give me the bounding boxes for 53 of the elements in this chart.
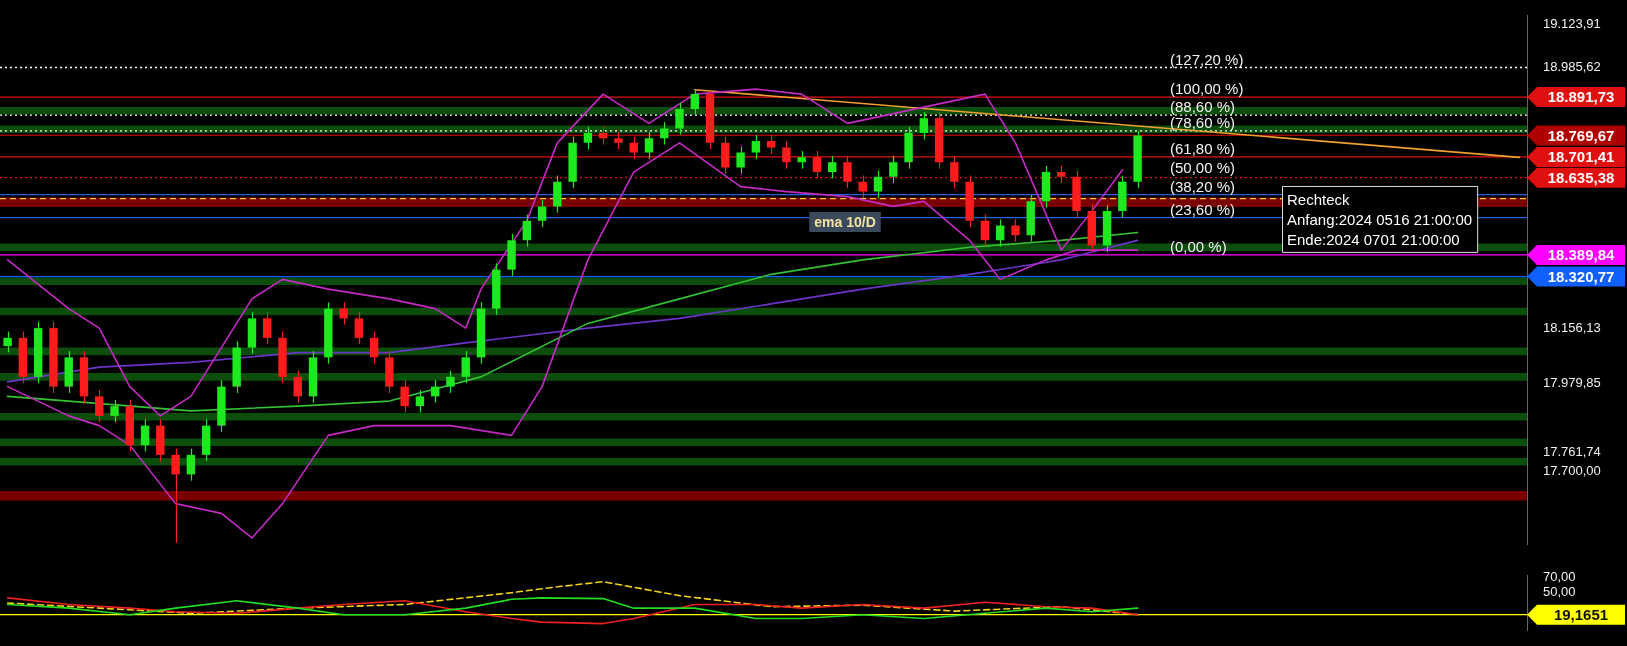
candlestick bbox=[843, 155, 852, 189]
y-tick-label: 19.123,91 bbox=[1543, 15, 1601, 31]
candlestick bbox=[782, 140, 791, 170]
candlestick bbox=[217, 379, 226, 433]
candlestick bbox=[507, 233, 516, 277]
candlestick bbox=[950, 155, 959, 189]
candlestick bbox=[49, 321, 58, 394]
annotation: (0,00 %) bbox=[1170, 237, 1227, 255]
annotation: (23,60 %) bbox=[1170, 200, 1236, 218]
y-tick-label: 17.761,74 bbox=[1543, 444, 1601, 460]
y-tick-label: 18.985,62 bbox=[1543, 59, 1601, 75]
y-tick-label: 17.979,85 bbox=[1543, 375, 1601, 391]
annotation: (61,80 %) bbox=[1170, 139, 1236, 157]
candlestick bbox=[904, 126, 913, 170]
y-tick-label: 50,00 bbox=[1543, 583, 1576, 599]
ref-line-label: 18.320,77 bbox=[1547, 267, 1615, 285]
candlestick bbox=[232, 340, 241, 394]
annotation: Ende:2024 0701 21:00:00 bbox=[1287, 230, 1460, 248]
candlestick bbox=[278, 330, 287, 384]
candlestick bbox=[385, 350, 394, 394]
y-tick-label: 18.156,13 bbox=[1543, 319, 1601, 335]
candlestick bbox=[568, 135, 577, 189]
candlestick bbox=[400, 379, 409, 414]
annotation: ema 10/D bbox=[814, 213, 876, 230]
candlestick bbox=[553, 174, 562, 214]
ref-line-label: 19,1651 bbox=[1553, 605, 1609, 623]
annotation: (50,00 %) bbox=[1170, 158, 1236, 176]
annotation: (100,00 %) bbox=[1170, 80, 1244, 98]
y-tick-label: 17.700,00 bbox=[1543, 463, 1601, 479]
candlestick bbox=[1072, 169, 1081, 219]
candlestick bbox=[675, 102, 684, 136]
candlestick bbox=[3, 330, 12, 353]
ref-line-label: 18.389,84 bbox=[1547, 246, 1616, 264]
candlestick bbox=[965, 174, 974, 228]
annotation: Rechteck bbox=[1287, 190, 1351, 208]
candlestick bbox=[110, 399, 119, 423]
annotation: (127,20 %) bbox=[1170, 50, 1244, 68]
annotation: (38,20 %) bbox=[1170, 177, 1236, 195]
candlestick bbox=[736, 145, 745, 175]
candlestick bbox=[324, 301, 333, 365]
candlestick bbox=[446, 369, 455, 394]
candlestick bbox=[721, 135, 730, 175]
y-tick-label: 70,00 bbox=[1543, 568, 1576, 584]
ref-line-label: 18.769,67 bbox=[1547, 126, 1615, 144]
ref-line-label: 18.701,41 bbox=[1547, 148, 1615, 166]
candlestick bbox=[171, 447, 180, 544]
annotation: Anfang:2024 0516 21:00:00 bbox=[1287, 210, 1473, 228]
candlestick bbox=[1133, 130, 1142, 189]
annotation: (88,60 %) bbox=[1170, 98, 1236, 116]
candlestick bbox=[1118, 174, 1127, 219]
ref-line-label: 18.635,38 bbox=[1547, 168, 1615, 186]
candlestick bbox=[156, 418, 165, 462]
ref-line-label: 18.891,73 bbox=[1547, 88, 1615, 106]
